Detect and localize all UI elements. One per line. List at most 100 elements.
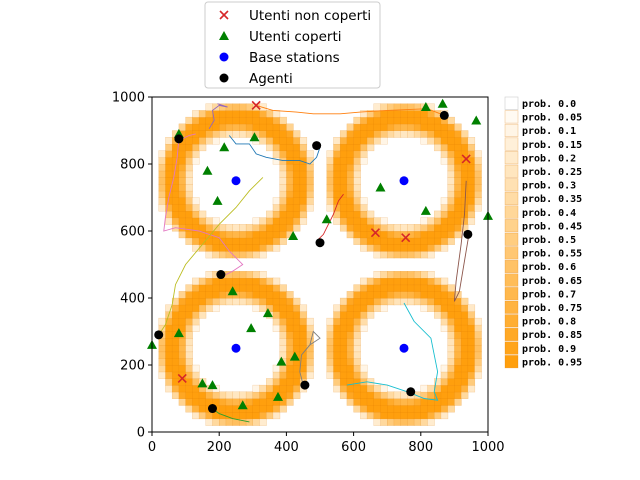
heatmap-cell <box>245 123 254 132</box>
heatmap-cell <box>420 123 429 132</box>
heatmap-cell <box>467 143 476 152</box>
heatmap-cell <box>165 157 173 165</box>
heatmap-cell <box>279 317 287 326</box>
heatmap-cell <box>427 224 435 232</box>
heatmap-cell <box>353 297 361 306</box>
heatmap-cell <box>474 197 482 205</box>
heatmap-cell <box>447 170 455 178</box>
heatmap-cell <box>346 177 355 185</box>
heatmap-cell <box>185 405 193 413</box>
heatmap-cell <box>272 304 281 312</box>
heatmap-cell <box>158 163 166 172</box>
heatmap-cell <box>225 391 234 399</box>
heatmap-cell <box>460 143 469 152</box>
heatmap-cell <box>178 143 187 152</box>
agent-marker <box>174 134 184 144</box>
heatmap-cell <box>447 317 455 326</box>
heatmap-cell <box>366 405 375 413</box>
heatmap-cell <box>413 271 422 279</box>
heatmap-cell <box>232 398 240 406</box>
heatmap-cell <box>158 358 166 366</box>
heatmap-cell <box>165 344 173 353</box>
heatmap-cell <box>292 163 301 172</box>
heatmap-cell <box>393 284 402 292</box>
heatmap-cell <box>353 378 361 386</box>
heatmap-cell <box>185 136 193 145</box>
heatmap-cell <box>373 297 381 306</box>
heatmap-cell <box>373 284 381 292</box>
heatmap-cell <box>420 405 429 413</box>
heatmap-cell <box>272 116 281 125</box>
heatmap-cell <box>245 297 254 306</box>
heatmap-cell <box>454 371 462 379</box>
heatmap-cell <box>447 324 455 332</box>
heatmap-cell <box>165 170 173 178</box>
heatmap-cell <box>420 250 429 259</box>
heatmap-cell <box>259 384 267 393</box>
heatmap-cell <box>333 338 341 346</box>
heatmap-cell <box>460 170 469 178</box>
heatmap-cell <box>165 143 173 152</box>
probability-swatch <box>504 246 519 260</box>
heatmap-cell <box>171 351 180 359</box>
heatmap-cell <box>205 110 213 118</box>
heatmap-cell <box>380 398 388 406</box>
heatmap-cell <box>279 351 287 359</box>
heatmap-cell <box>387 405 395 413</box>
heatmap-cell <box>346 317 355 326</box>
heatmap-cell <box>467 210 476 219</box>
heatmap-cell <box>272 311 281 319</box>
heatmap-cell <box>413 244 422 252</box>
heatmap-cell <box>346 150 355 158</box>
heatmap-cell <box>178 297 187 306</box>
heatmap-cell <box>292 311 301 319</box>
heatmap-cell <box>366 398 375 406</box>
heatmap-cell <box>460 344 469 353</box>
heatmap-cell <box>427 136 435 145</box>
heatmap-cell <box>366 217 375 225</box>
heatmap-cell <box>218 284 227 292</box>
heatmap-cell <box>272 230 281 239</box>
heatmap-cell <box>380 418 388 426</box>
heatmap-cell <box>474 317 482 326</box>
heatmap-cell <box>353 358 361 366</box>
heatmap-cell <box>185 203 193 212</box>
heatmap-cell <box>272 244 281 252</box>
heatmap-cell <box>205 103 213 111</box>
heatmap-cell <box>380 217 388 225</box>
heatmap-cell <box>198 391 207 399</box>
heatmap-cell <box>192 297 200 306</box>
heatmap-cell <box>346 364 355 373</box>
heatmap-cell <box>447 398 455 406</box>
trajectory-line <box>158 177 264 336</box>
heatmap-cell <box>286 177 294 185</box>
heatmap-cell <box>447 311 455 319</box>
heatmap-cell <box>259 297 267 306</box>
heatmap-cell <box>239 244 247 252</box>
heatmap-cell <box>272 324 281 332</box>
heatmap-cell <box>360 411 368 420</box>
uncovered-user-marker <box>251 100 261 110</box>
heatmap-cell <box>306 190 314 199</box>
heatmap-cell <box>333 183 341 192</box>
heatmap-cell <box>266 405 274 413</box>
heatmap-cell <box>252 123 261 132</box>
heatmap-cell <box>454 358 462 366</box>
heatmap-cell <box>212 284 220 292</box>
heatmap-cell <box>413 398 422 406</box>
heatmap-cell <box>205 277 213 286</box>
heatmap-cell <box>292 324 301 332</box>
heatmap-cell <box>353 143 361 152</box>
heatmap-cell <box>467 351 476 359</box>
heatmap-cell <box>346 224 355 232</box>
heatmap-cell <box>454 123 462 132</box>
uncovered-user-marker <box>401 233 411 243</box>
heatmap-cell <box>387 244 395 252</box>
heatmap-cell <box>259 244 267 252</box>
heatmap-cell <box>440 324 449 332</box>
heatmap-cell <box>239 103 247 111</box>
heatmap-cell <box>171 317 180 326</box>
heatmap-cell <box>353 183 361 192</box>
heatmap-cell <box>218 230 227 239</box>
